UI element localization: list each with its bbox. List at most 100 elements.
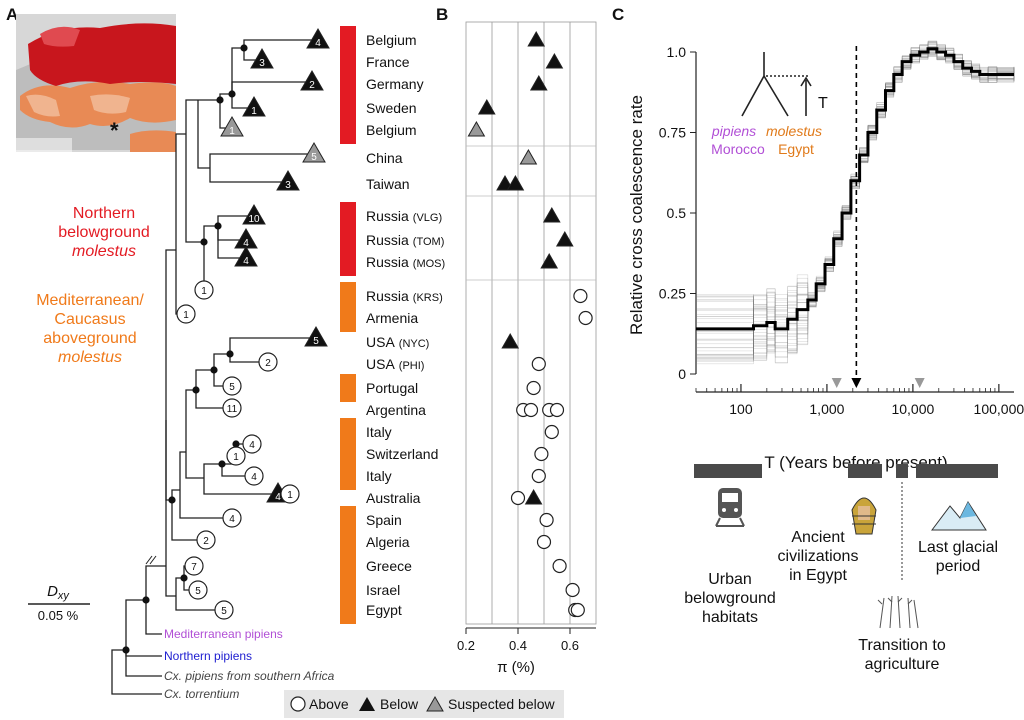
- chart-x-tick-label: 10,000: [891, 401, 934, 417]
- tree-node-count: 10: [248, 214, 260, 225]
- pi-point: [531, 356, 546, 372]
- tree-node-triangle: [220, 116, 244, 137]
- scale-bar: Dxy 0.05 %: [28, 583, 90, 623]
- bootstrap-line: [696, 45, 1015, 357]
- panel-a-label: A: [6, 5, 18, 24]
- tree-node-triangle: [306, 28, 330, 49]
- tree-node-count: 5: [313, 336, 319, 347]
- pi-axis-label: π (%): [497, 659, 535, 676]
- population-label: Russia (KRS): [366, 288, 443, 304]
- bootstrap-line: [696, 42, 1015, 354]
- tree-node-count: 3: [259, 58, 265, 69]
- branch-dot: [200, 238, 208, 246]
- urban-line2: belowground: [684, 590, 776, 607]
- branch-dot: [218, 460, 226, 468]
- chart-y-tick-label: 0.5: [667, 205, 687, 221]
- tree-node-count: 5: [311, 152, 317, 163]
- branch-dot: [232, 440, 240, 448]
- ancient-line2: civilizations: [778, 548, 859, 565]
- tree-node-count: 2: [309, 80, 315, 91]
- axis-break-icon: [145, 555, 157, 565]
- group-color-bar: [340, 26, 356, 144]
- population-label: Italy: [366, 424, 392, 440]
- tree-node-count: 1: [287, 490, 293, 501]
- population-label: Belgium: [366, 32, 417, 48]
- bootstrap-line: [696, 47, 1015, 358]
- urban-line3: habitats: [702, 609, 758, 626]
- inset-egypt: Egypt: [778, 141, 814, 157]
- bootstrap-line: [696, 51, 1015, 357]
- branch-dot: [168, 496, 176, 504]
- tree-node-count: 1: [201, 286, 207, 297]
- pi-point: [552, 558, 567, 574]
- chart-x-tick-label: 100: [729, 401, 753, 417]
- group-color-bar: [340, 506, 356, 624]
- bootstrap-line: [696, 44, 1015, 345]
- outgroup-torrentium: Cx. torrentium: [164, 687, 239, 701]
- population-label: Switzerland: [366, 446, 438, 462]
- population-label: Sweden: [366, 100, 417, 116]
- bootstrap-line: [696, 41, 1015, 354]
- bootstrap-line: [696, 45, 1015, 365]
- bootstrap-line: [696, 42, 1015, 352]
- urban-line1: Urban: [708, 571, 752, 588]
- branch-dot: [142, 596, 150, 604]
- group-color-bar: [340, 202, 356, 276]
- tree-node-circle: [222, 508, 242, 528]
- pi-point: [531, 468, 546, 484]
- pi-point: [534, 446, 549, 462]
- mountain-icon: [931, 500, 987, 531]
- population-label: France: [366, 54, 410, 70]
- chart-y-tick-label: 0.75: [659, 125, 686, 141]
- branch-dot: [228, 90, 236, 98]
- tree-node-circle: [222, 376, 242, 396]
- group-med-line4: molestus: [58, 349, 122, 366]
- pi-point: [519, 148, 538, 165]
- tree-node-circle: [214, 600, 234, 620]
- population-label: Israel: [366, 582, 400, 598]
- train-icon: [715, 488, 745, 527]
- population-label: Australia: [366, 490, 421, 506]
- tree-node-count: 4: [229, 514, 235, 525]
- chart-ylabel: Relative cross coalescence rate: [627, 95, 646, 335]
- bootstrap-line: [696, 47, 1015, 350]
- scale-label: Dxy: [47, 583, 70, 602]
- glacial-line2: period: [936, 558, 980, 575]
- chart-x-tick-label: 100,000: [974, 401, 1024, 417]
- pi-point: [527, 30, 546, 47]
- pi-point: [542, 206, 561, 223]
- bootstrap-line: [696, 44, 1015, 343]
- bootstrap-line: [696, 48, 1015, 354]
- tree-node-triangle: [300, 70, 324, 91]
- pi-point: [549, 402, 565, 418]
- pharaoh-icon: [851, 497, 877, 535]
- tree-node-count: 1: [251, 106, 257, 117]
- population-label: Belgium: [366, 122, 417, 138]
- inset-t: T: [818, 95, 828, 112]
- pi-point: [573, 288, 588, 304]
- pi-point: [555, 230, 574, 247]
- population-label: Egypt: [366, 602, 402, 618]
- asterisk-icon: *: [110, 118, 119, 143]
- bootstrap-line: [696, 48, 1015, 363]
- population-label: Italy: [366, 468, 392, 484]
- population-label: Algeria: [366, 534, 410, 550]
- tree-node-count: 7: [191, 562, 197, 573]
- population-label: Portugal: [366, 380, 418, 396]
- group-med-line1: Mediterranean/: [36, 292, 144, 309]
- bootstrap-line: [696, 50, 1015, 345]
- bootstrap-line: [696, 51, 1015, 351]
- timeline-labels: Urban belowground habitats Ancient civil…: [684, 529, 998, 673]
- legend-above-icon: [290, 696, 306, 712]
- legend-below-icon: [359, 697, 375, 711]
- pi-point: [477, 98, 496, 115]
- pi-point: [529, 74, 548, 91]
- pi-point: [506, 174, 525, 191]
- coalescence-chart: 0 0.25 0.5 0.75 1.0 100 1,000 10,000 100,000: [659, 40, 1024, 417]
- bootstrap-line: [696, 44, 1015, 364]
- bootstrap-line: [696, 41, 1015, 355]
- group-northern-line3: molestus: [72, 243, 136, 260]
- legend: Above Below Suspected below: [284, 690, 564, 718]
- population-label: Argentina: [366, 402, 426, 418]
